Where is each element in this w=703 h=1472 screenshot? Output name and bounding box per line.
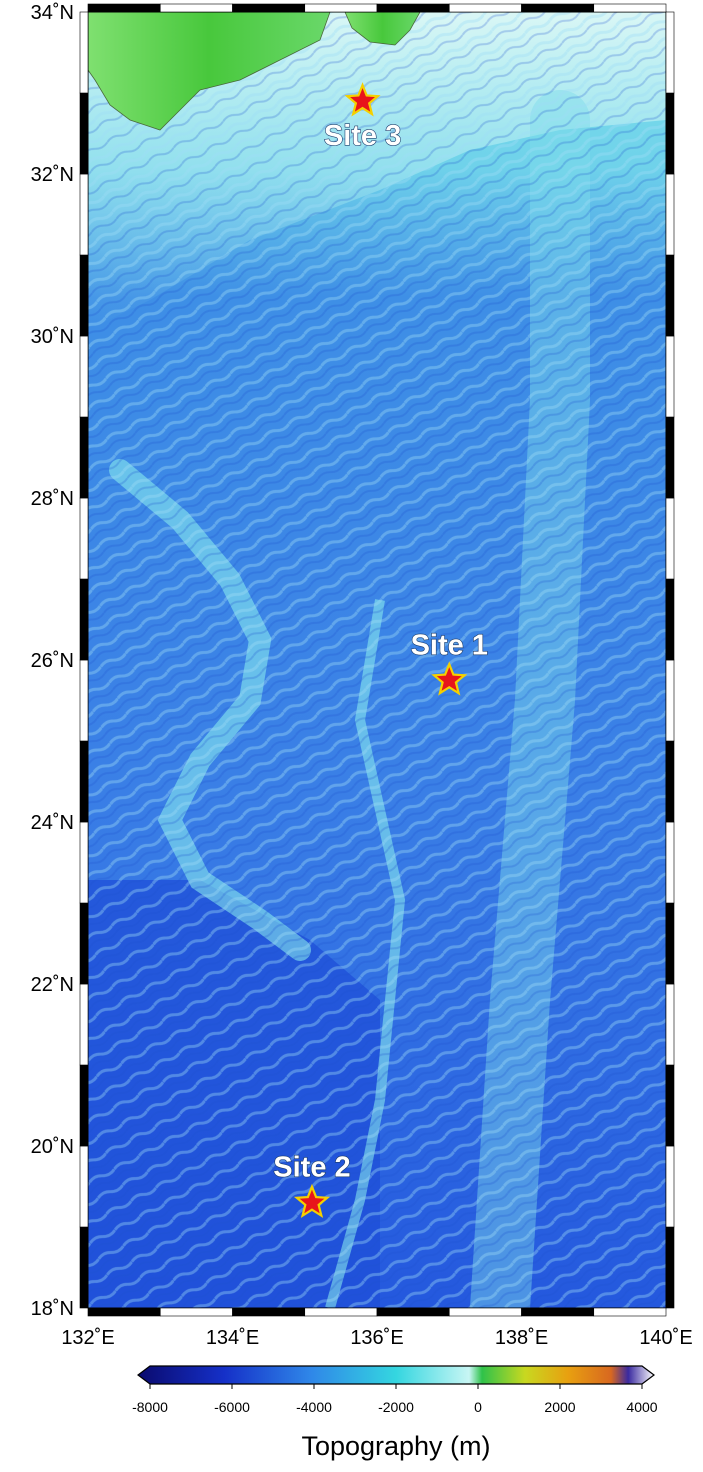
colorbar-scale xyxy=(137,1365,655,1385)
longitude-label: 134˚E xyxy=(206,1327,259,1349)
frame-segment-right xyxy=(665,659,675,742)
frame-segment-left xyxy=(79,92,89,175)
frame-segment-left xyxy=(79,578,89,661)
colorbar-tick-label: -8000 xyxy=(132,1399,168,1415)
frame-segment-top xyxy=(448,3,522,13)
frame-segment-right xyxy=(665,497,675,580)
site-star-marker xyxy=(293,1183,331,1219)
frame-segment-top xyxy=(521,3,595,13)
frame-segment-right xyxy=(665,1226,675,1309)
frame-segment-left xyxy=(79,821,89,904)
frame-segment-right xyxy=(665,740,675,823)
site-star-marker xyxy=(431,661,468,696)
latitude-label: 26˚N xyxy=(31,650,74,672)
frame-segment-right xyxy=(665,173,675,256)
frame-segment-right xyxy=(665,254,675,337)
frame-segment-top xyxy=(376,3,450,13)
latitude-label: 20˚N xyxy=(31,1136,74,1158)
frame-segment-top xyxy=(232,3,306,13)
frame-segment-right xyxy=(665,416,675,499)
frame-segment-left xyxy=(79,1226,89,1309)
frame-segment-right xyxy=(665,902,675,985)
frame-segment-left xyxy=(79,1064,89,1147)
longitude-label: 136˚E xyxy=(350,1327,403,1349)
longitude-labels: 132˚E 134˚E 136˚E 138˚E 140˚E xyxy=(61,1327,692,1349)
site-label: Site 2 xyxy=(273,1152,350,1184)
frame-segment-left xyxy=(79,1145,89,1228)
frame-segment-right xyxy=(665,983,675,1066)
frame-segment-bottom xyxy=(448,1307,522,1317)
colorbar-tick-label: -2000 xyxy=(378,1399,414,1415)
frame-segment-right xyxy=(665,1145,675,1228)
colorbar: -8000 -6000 -4000 -2000 0 2000 4000 Topography… xyxy=(132,1365,658,1461)
colorbar-tick-label: 4000 xyxy=(626,1399,657,1415)
colorbar-tick-label: -6000 xyxy=(214,1399,250,1415)
latitude-label: 18˚N xyxy=(31,1298,74,1320)
site-star-marker xyxy=(344,82,381,117)
frame-segment-bottom xyxy=(87,1307,161,1317)
frame-segment-right xyxy=(665,1064,675,1147)
frame-segment-right xyxy=(665,92,675,175)
longitude-label: 140˚E xyxy=(639,1327,692,1349)
land-kii xyxy=(344,12,421,46)
map-frame xyxy=(79,3,675,1317)
frame-segment-left xyxy=(79,902,89,985)
colorbar-title: Topography (m) xyxy=(301,1431,490,1461)
frame-segment-left xyxy=(79,659,89,742)
frame-segment-bottom xyxy=(232,1307,306,1317)
frame-segment-right xyxy=(665,578,675,661)
colorbar-tick-label: 0 xyxy=(474,1399,482,1415)
site-label: Site 3 xyxy=(324,120,401,152)
latitude-label: 22˚N xyxy=(31,974,74,996)
latitude-label: 32˚N xyxy=(31,164,74,186)
colorbar-tick-label: 2000 xyxy=(544,1399,575,1415)
site-label: Site 1 xyxy=(411,629,488,661)
latitude-labels: 34˚N 32˚N 30˚N 28˚N 26˚N 24˚N 22˚N 20˚N 18˚N xyxy=(31,2,74,1320)
frame-segment-left xyxy=(79,416,89,499)
frame-segment-left xyxy=(79,254,89,337)
longitude-label: 138˚E xyxy=(495,1327,548,1349)
latitude-label: 24˚N xyxy=(31,812,74,834)
latitude-label: 28˚N xyxy=(31,488,74,510)
latitude-label: 34˚N xyxy=(31,2,74,24)
frame-segment-right xyxy=(665,335,675,418)
frame-segment-bottom xyxy=(521,1307,595,1317)
frame-segment-bottom xyxy=(159,1307,233,1317)
bathymetry-texture xyxy=(88,12,666,1308)
frame-segment-bottom xyxy=(376,1307,450,1317)
latitude-label: 30˚N xyxy=(31,326,74,348)
frame-segment-bottom xyxy=(593,1307,667,1317)
frame-segment-top xyxy=(593,3,667,13)
frame-segment-top xyxy=(159,3,233,13)
frame-segment-left xyxy=(79,983,89,1066)
frame-segment-bottom xyxy=(304,1307,378,1317)
colorbar-tick-label: -4000 xyxy=(296,1399,332,1415)
frame-segment-right xyxy=(665,11,675,94)
frame-segment-top xyxy=(304,3,378,13)
sites-layer: Site 3 Site 1 Site 2 xyxy=(273,82,489,1219)
frame-segment-top xyxy=(87,3,161,13)
frame-segment-left xyxy=(79,740,89,823)
map-panel: Site 3 Site 1 Site 2 xyxy=(88,12,666,1308)
frame-segment-left xyxy=(79,497,89,580)
frame-segment-left xyxy=(79,11,89,94)
frame-segment-left xyxy=(79,173,89,256)
frame-segment-left xyxy=(79,335,89,418)
colorbar-ticks: -8000 -6000 -4000 -2000 0 2000 4000 xyxy=(132,1384,658,1415)
frame-segment-right xyxy=(665,821,675,904)
longitude-label: 132˚E xyxy=(61,1327,114,1349)
land-shikoku xyxy=(88,12,331,131)
